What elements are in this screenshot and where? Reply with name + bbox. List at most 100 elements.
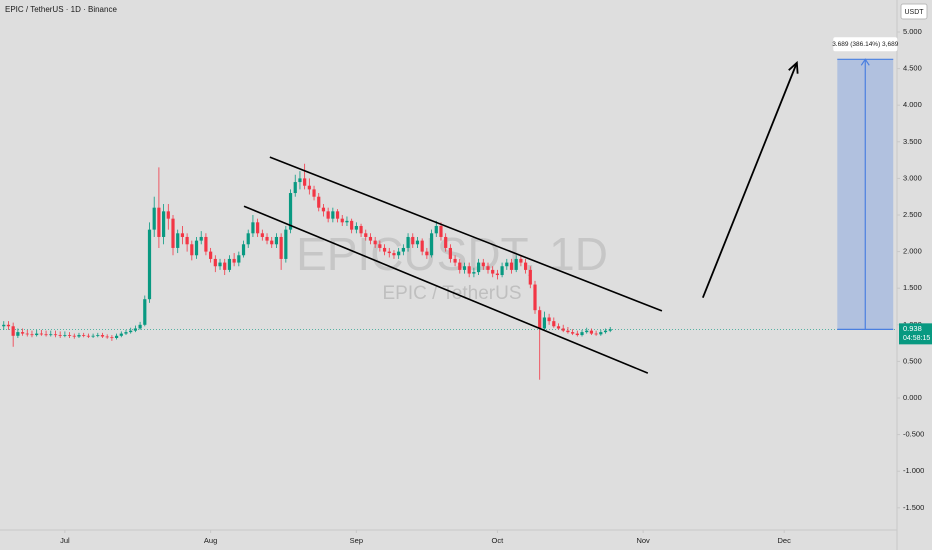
y-tick-label: 3.000 xyxy=(903,173,922,182)
candle-body xyxy=(105,336,109,338)
target-arrow-head xyxy=(860,58,870,66)
candle-body xyxy=(138,324,142,329)
x-tick-label: Oct xyxy=(492,536,505,545)
candle-body xyxy=(364,233,368,237)
candle-body xyxy=(373,240,377,245)
candle-body xyxy=(519,258,523,263)
trendline xyxy=(243,205,649,374)
countdown-label: 04:58:15 xyxy=(903,335,930,342)
y-tick-label: 2.500 xyxy=(903,210,922,219)
target-label-box xyxy=(833,37,898,52)
candle-body xyxy=(209,251,213,259)
candle-body xyxy=(2,324,6,327)
candle-body xyxy=(354,225,358,230)
candle-body xyxy=(11,326,15,336)
candle-body xyxy=(119,333,123,336)
candle-body xyxy=(368,236,373,241)
candle-body xyxy=(495,273,499,276)
candle-body xyxy=(458,262,462,270)
candle-body xyxy=(256,222,260,234)
candle-body xyxy=(180,233,185,237)
watermark: EPICUSDT, 1D xyxy=(296,228,608,280)
candle-body xyxy=(491,269,495,274)
candle-body xyxy=(241,244,246,256)
candle-body xyxy=(199,236,203,241)
x-tick-label: Dec xyxy=(777,536,791,545)
candle-body xyxy=(82,335,86,336)
candle-body xyxy=(96,335,100,336)
candle-body xyxy=(467,266,471,274)
candle-body xyxy=(279,236,283,259)
candle-body xyxy=(603,330,608,333)
candle-body xyxy=(514,258,518,270)
currency-badge[interactable] xyxy=(900,3,928,20)
candle-body xyxy=(110,337,114,339)
candle-body xyxy=(166,211,170,219)
candle-body xyxy=(444,236,448,248)
y-tick-label: 5.000 xyxy=(903,27,922,36)
candle-body xyxy=(575,333,579,336)
candle-body xyxy=(49,334,53,336)
candle-body xyxy=(227,258,232,270)
candle-body xyxy=(335,211,340,219)
candle-body xyxy=(171,218,175,248)
candle-body xyxy=(284,229,288,259)
candle-body xyxy=(397,251,401,256)
last-price-label: 0.938 xyxy=(903,324,922,333)
candle-body xyxy=(91,335,95,337)
candle-body xyxy=(124,332,128,334)
candle-body xyxy=(359,225,363,234)
candle-body xyxy=(35,333,39,336)
y-tick-label: 0.500 xyxy=(903,356,922,365)
candle-body xyxy=(462,266,467,270)
candle-body xyxy=(204,236,208,252)
candle-body xyxy=(509,262,514,270)
candle-body xyxy=(20,332,25,334)
candle-body xyxy=(317,196,321,208)
candle-body xyxy=(387,251,391,254)
candle-body xyxy=(237,255,241,263)
candle-body xyxy=(453,258,457,263)
candle-body xyxy=(86,335,90,337)
candle-body xyxy=(326,211,330,219)
candle-body xyxy=(176,233,180,248)
candle-body xyxy=(411,236,415,245)
candle-body xyxy=(331,211,335,219)
candle-body xyxy=(232,258,236,263)
y-tick-label: 1.500 xyxy=(903,283,922,292)
candle-body xyxy=(429,233,434,256)
candle-body xyxy=(190,244,194,256)
y-tick-label: 4.000 xyxy=(903,100,922,109)
arrow-head xyxy=(788,60,799,74)
candle-body xyxy=(251,222,255,234)
last-price-tag xyxy=(899,323,932,345)
candle-body xyxy=(448,247,452,259)
y-tick-label: 3.500 xyxy=(903,137,922,146)
candle-body xyxy=(307,185,311,190)
candle-body xyxy=(274,236,279,245)
candle-body xyxy=(213,258,217,267)
candle-body xyxy=(542,317,547,329)
y-tick-label: -1.000 xyxy=(903,466,924,475)
candle-body xyxy=(58,335,62,336)
candle-body xyxy=(415,240,420,245)
candle-body xyxy=(476,262,481,273)
candle-body xyxy=(133,328,137,331)
candle-body xyxy=(298,178,302,183)
candle-body xyxy=(44,334,48,336)
candle-body xyxy=(350,220,354,230)
candle-body xyxy=(246,233,250,245)
candle-body xyxy=(77,335,81,337)
candle-body xyxy=(194,240,199,256)
candle-body xyxy=(223,262,227,270)
candle-body xyxy=(552,321,556,327)
candle-body xyxy=(293,182,297,194)
currency-label: USDT xyxy=(904,9,924,16)
candle-body xyxy=(312,189,316,197)
candle-body xyxy=(401,247,405,252)
candle-body xyxy=(406,236,410,248)
candle-body xyxy=(524,262,528,270)
candle-body xyxy=(147,229,152,300)
